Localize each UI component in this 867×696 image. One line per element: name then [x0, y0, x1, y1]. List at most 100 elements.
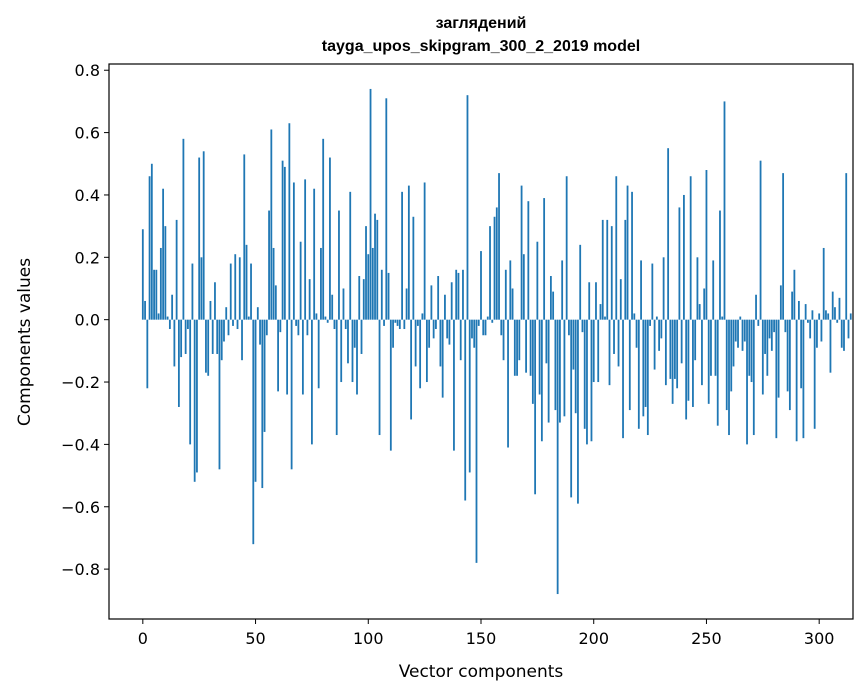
bar: [159, 247, 162, 320]
bar: [144, 300, 146, 320]
bar: [416, 319, 419, 326]
bar: [811, 310, 814, 320]
bar: [358, 276, 361, 320]
bar: [617, 319, 620, 367]
bar: [615, 176, 618, 320]
bar: [324, 316, 327, 320]
bar: [214, 282, 216, 320]
x-tick-label: 200: [578, 629, 609, 648]
bar: [642, 319, 645, 417]
bar: [468, 319, 471, 473]
bar: [254, 319, 257, 482]
bar: [710, 319, 712, 376]
bar: [676, 319, 679, 389]
bar: [755, 294, 757, 320]
bar: [516, 319, 518, 376]
bar: [705, 170, 708, 320]
bar: [581, 319, 584, 333]
bar: [453, 319, 455, 451]
bar: [493, 216, 496, 320]
bar: [211, 319, 214, 354]
bar: [685, 319, 688, 420]
bar: [531, 319, 534, 404]
bar: [371, 247, 374, 320]
bar: [369, 88, 372, 320]
bar: [277, 319, 279, 392]
bar: [175, 219, 178, 320]
bar: [807, 319, 809, 323]
bar: [189, 319, 192, 445]
bar: [788, 319, 791, 411]
bar: [795, 319, 798, 442]
bar: [353, 319, 356, 348]
bar: [380, 269, 383, 320]
bar-series: [141, 88, 852, 595]
bar: [820, 319, 823, 342]
bar: [423, 182, 426, 320]
bar: [721, 316, 724, 320]
bar: [734, 319, 737, 342]
bar: [430, 285, 433, 320]
bar: [261, 319, 264, 489]
bar: [448, 319, 451, 345]
bar: [802, 319, 805, 439]
bar: [247, 316, 250, 320]
y-tick-label: 0.6: [75, 124, 100, 143]
bar: [207, 319, 210, 376]
bar: [200, 257, 203, 320]
bar: [822, 247, 825, 320]
bar: [680, 319, 683, 364]
bar: [649, 319, 651, 326]
bar: [651, 263, 654, 320]
bar: [635, 319, 638, 348]
bar: [290, 319, 293, 470]
y-tick-label: 0.4: [75, 186, 100, 205]
x-tick-label: 0: [138, 629, 148, 648]
bar: [759, 160, 762, 320]
bar: [552, 291, 555, 320]
bar: [741, 319, 744, 351]
bar: [362, 279, 365, 320]
bar: [624, 219, 627, 320]
bar: [435, 319, 437, 330]
bar: [764, 319, 766, 354]
bar: [816, 319, 818, 348]
bar: [182, 138, 185, 320]
bar: [216, 319, 219, 354]
y-tick-label: 0.8: [75, 61, 100, 80]
bar: [295, 319, 298, 326]
bar: [782, 173, 785, 320]
bar: [446, 319, 449, 339]
bar: [349, 191, 352, 320]
bar: [441, 319, 444, 398]
bar: [743, 319, 746, 342]
bar: [351, 319, 354, 383]
bar: [791, 291, 794, 320]
bar: [171, 294, 174, 320]
bar: [626, 185, 629, 320]
bar: [288, 123, 291, 320]
bar: [480, 251, 482, 320]
bar: [286, 319, 289, 395]
bar: [646, 319, 649, 436]
bar: [637, 319, 640, 429]
bar: [590, 319, 593, 442]
bar: [633, 313, 636, 320]
bar: [477, 319, 480, 326]
bar: [669, 319, 672, 379]
bar: [342, 288, 345, 320]
bar: [234, 254, 237, 320]
bar: [153, 269, 155, 320]
bar: [640, 260, 642, 320]
bar: [507, 319, 509, 448]
bar: [202, 151, 205, 320]
bar: [671, 319, 674, 404]
bar: [766, 319, 769, 376]
bar: [565, 176, 568, 320]
bar: [554, 319, 557, 411]
chart-title-line-2: tayga_upos_skipgram_300_2_2019 model: [322, 38, 640, 55]
bar: [529, 319, 532, 376]
bar: [250, 263, 252, 320]
bar: [263, 319, 266, 432]
bar: [367, 254, 370, 320]
